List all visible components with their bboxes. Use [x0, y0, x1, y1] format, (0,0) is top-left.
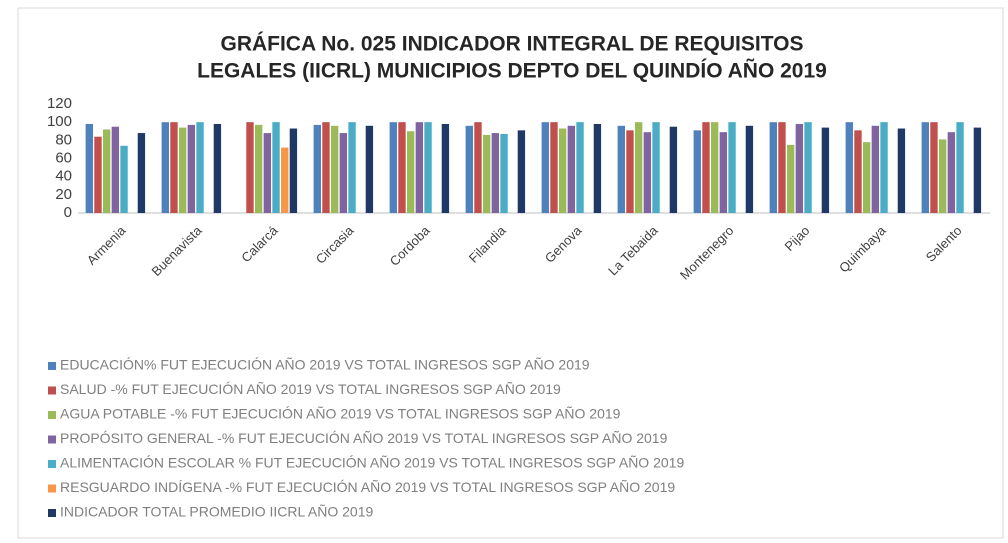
bar	[550, 122, 558, 213]
bar	[491, 133, 500, 213]
legend-swatch	[48, 435, 56, 444]
bar	[365, 125, 374, 213]
bar	[938, 139, 947, 213]
y-tick-label: 40	[55, 168, 72, 185]
bar	[956, 122, 964, 213]
bar	[330, 125, 339, 213]
bar	[593, 123, 602, 213]
y-tick-label: 20	[55, 186, 72, 203]
bar	[947, 132, 956, 213]
bar	[482, 134, 491, 213]
bar	[313, 124, 321, 213]
chart-title: LEGALES (IICRL) MUNICIPIOS DEPTO DEL QUI…	[197, 60, 827, 83]
bar	[102, 129, 111, 213]
legend-swatch	[48, 484, 56, 493]
bar	[196, 122, 204, 213]
bar	[719, 132, 728, 213]
bar	[263, 133, 272, 213]
bar	[710, 122, 719, 213]
bar	[804, 122, 812, 213]
bar	[111, 126, 120, 213]
bar	[348, 122, 356, 213]
bar	[94, 136, 102, 213]
legend-swatch	[48, 411, 56, 419]
bar	[389, 122, 397, 213]
y-tick-label: 100	[47, 113, 72, 130]
bar	[795, 123, 804, 213]
bar	[289, 128, 298, 213]
bar	[567, 125, 576, 213]
bar	[693, 130, 701, 213]
legend-label: INDICADOR TOTAL PROMEDIO IICRL AÑO 2019	[60, 504, 373, 520]
bar	[871, 125, 880, 213]
bar	[854, 130, 862, 213]
legend-label: EDUCACIÓN% FUT EJECUCIÓN AÑO 2019 VS TOT…	[60, 357, 590, 373]
bar	[930, 122, 938, 213]
bar	[254, 124, 263, 213]
chart-border	[17, 7, 1004, 539]
bar	[424, 122, 432, 213]
bar	[137, 133, 146, 213]
legend-swatch	[48, 509, 56, 517]
bar	[500, 133, 508, 213]
bar	[541, 122, 549, 213]
bar	[406, 131, 415, 213]
bar	[973, 127, 982, 213]
bar	[897, 128, 906, 213]
bar	[652, 122, 660, 213]
bar	[702, 122, 710, 213]
bar	[441, 123, 450, 213]
bar	[465, 125, 473, 213]
bar	[246, 122, 254, 213]
bar	[517, 130, 526, 213]
bar	[880, 122, 888, 213]
bar	[626, 130, 634, 213]
legend-label: RESGUARDO INDÍGENA -% FUT EJECUCIÓN AÑO …	[60, 479, 675, 495]
bar	[728, 122, 736, 213]
bar	[339, 133, 348, 213]
bar	[576, 122, 584, 213]
bar	[187, 124, 196, 213]
bar	[786, 144, 795, 213]
y-tick-label: 60	[55, 149, 72, 166]
bar	[643, 132, 652, 213]
bar	[862, 142, 871, 213]
bar	[281, 147, 289, 213]
bar	[120, 145, 128, 213]
bar	[178, 127, 187, 213]
bar	[558, 128, 567, 213]
legend-swatch	[48, 460, 56, 468]
bar	[634, 122, 643, 213]
bar	[161, 122, 169, 213]
y-tick-label: 80	[55, 131, 72, 148]
chart-title: GRÁFICA No. 025 INDICADOR INTEGRAL DE RE…	[220, 33, 803, 56]
bar	[778, 122, 786, 213]
bar	[170, 122, 178, 213]
y-tick-label: 0	[64, 204, 72, 221]
bar	[745, 125, 754, 213]
y-tick-label: 120	[47, 95, 72, 112]
bar	[921, 122, 929, 213]
bar	[769, 122, 777, 213]
bar	[617, 125, 625, 213]
legend-label: ALIMENTACIÓN ESCOLAR % FUT EJECUCIÓN AÑO…	[60, 455, 684, 471]
bar	[415, 122, 424, 213]
bar	[474, 122, 482, 213]
bar	[398, 122, 406, 213]
bar	[272, 122, 280, 213]
legend-swatch	[48, 386, 56, 395]
bar	[821, 127, 830, 213]
legend-swatch	[48, 362, 56, 370]
legend-label: SALUD -% FUT EJECUCIÓN AÑO 2019 VS TOTAL…	[60, 381, 561, 397]
legend-label: AGUA POTABLE -% FUT EJECUCIÓN AÑO 2019 V…	[60, 406, 621, 422]
bar	[845, 122, 853, 213]
bar	[669, 126, 678, 213]
bar	[322, 122, 330, 213]
bar	[85, 123, 93, 213]
legend-label: PROPÓSITO GENERAL -% FUT EJECUCIÓN AÑO 2…	[60, 430, 668, 446]
bar	[213, 123, 222, 213]
